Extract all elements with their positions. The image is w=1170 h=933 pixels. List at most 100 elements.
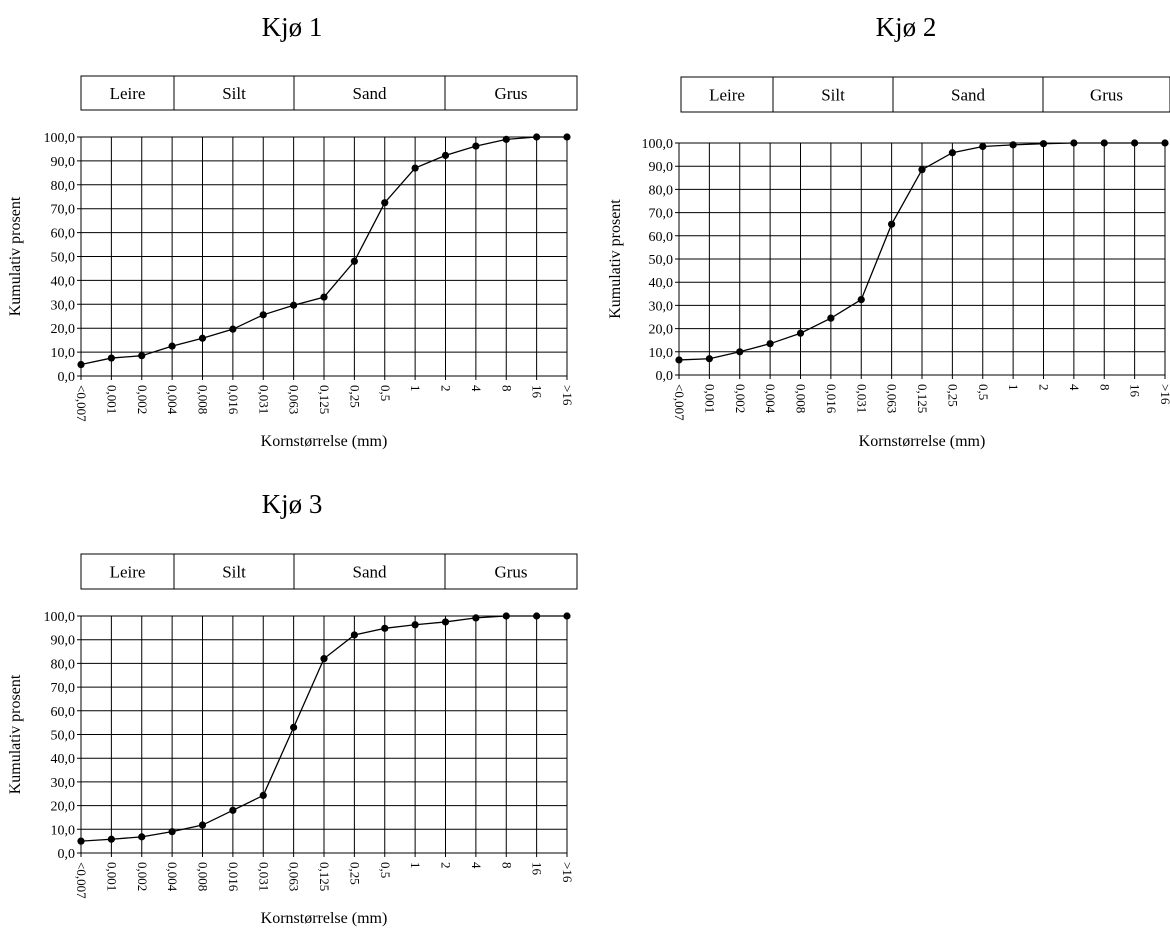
grain-class-label: Sand	[353, 563, 388, 582]
y-tick-label: 100,0	[44, 131, 76, 146]
x-tick-label: >16	[1158, 384, 1170, 405]
y-tick-label: 30,0	[649, 299, 674, 314]
y-tick-label: 100,0	[642, 137, 674, 152]
x-tick-label: 16	[530, 862, 545, 876]
x-tick-label: 0,008	[794, 384, 809, 413]
data-point	[77, 837, 85, 845]
data-point	[168, 828, 176, 836]
x-tick-label: 0,125	[915, 384, 930, 413]
data-point	[1100, 139, 1108, 147]
x-tick-label: 0,016	[226, 862, 241, 892]
data-point	[138, 833, 146, 841]
data-point	[350, 257, 358, 265]
x-tick-label: 0,25	[347, 385, 362, 408]
y-tick-label: 50,0	[649, 253, 674, 268]
x-tick-label: 0,25	[347, 862, 362, 885]
y-tick-label: 70,0	[51, 681, 76, 696]
grain-class-label: Grus	[494, 84, 527, 103]
data-point	[563, 612, 571, 620]
data-point	[320, 655, 328, 663]
x-tick-label: <0,007	[74, 862, 89, 899]
y-tick-label: 60,0	[51, 227, 76, 242]
x-tick-label: 0,063	[287, 862, 302, 891]
x-tick-label: 0,008	[196, 385, 211, 414]
x-tick-label: 0,008	[196, 862, 211, 891]
grain-class-label: Silt	[222, 563, 246, 582]
x-tick-label: 0,001	[702, 384, 717, 413]
grain-class-band-box	[680, 76, 1170, 113]
y-tick-label: 0,0	[656, 369, 674, 384]
x-tick-label: 0,25	[945, 384, 960, 407]
grain-class-label: Leire	[110, 563, 146, 582]
x-axis-label: Kornstørrelse (mm)	[261, 433, 388, 450]
y-tick-label: 0,0	[58, 847, 76, 862]
grain-class-label: Grus	[494, 563, 527, 582]
x-tick-label: 16	[1128, 384, 1143, 398]
data-point	[441, 151, 450, 160]
x-tick-label: 2	[1037, 384, 1052, 391]
data-point	[1131, 139, 1139, 147]
x-tick-label: 4	[1067, 384, 1082, 391]
x-tick-label: 0,125	[317, 862, 332, 891]
data-point	[77, 360, 85, 369]
y-tick-label: 70,0	[649, 207, 674, 222]
x-tick-label: 0,016	[226, 385, 241, 415]
data-point	[107, 835, 115, 843]
y-tick-label: 10,0	[649, 346, 674, 361]
data-point	[979, 142, 987, 151]
grain-class-label: Leire	[110, 84, 146, 103]
grain-class-label: Sand	[951, 86, 986, 105]
y-tick-label: 0,0	[58, 370, 76, 385]
y-tick-label: 80,0	[51, 657, 76, 672]
y-axis-label: Kumulativ prosent	[7, 674, 24, 794]
data-point	[796, 329, 805, 337]
grain-class-label: Leire	[709, 86, 745, 105]
data-point	[198, 821, 207, 829]
x-tick-label: >16	[560, 385, 575, 406]
x-tick-label: <0,007	[74, 385, 89, 422]
x-tick-label: 0,5	[976, 384, 991, 400]
data-point	[441, 618, 450, 626]
data-point	[381, 624, 389, 632]
y-axis-label: Kumulativ prosent	[7, 196, 24, 316]
data-point	[888, 220, 896, 228]
data-point	[472, 142, 480, 150]
data-point	[320, 293, 328, 301]
grain-class-label: Grus	[1090, 86, 1123, 105]
data-point	[1039, 140, 1048, 148]
x-tick-label: 0,002	[135, 862, 150, 891]
x-tick-label: >16	[560, 862, 575, 883]
data-point	[857, 296, 865, 304]
x-tick-label: 0,031	[256, 862, 271, 891]
data-point	[502, 135, 510, 143]
x-tick-label: 1	[408, 385, 423, 392]
x-tick-label: 4	[469, 385, 484, 392]
data-point	[533, 612, 541, 620]
grain-class-label: Silt	[821, 86, 845, 105]
y-tick-label: 50,0	[51, 251, 76, 266]
x-axis-label: Kornstørrelse (mm)	[261, 910, 388, 927]
y-axis-label: Kumulativ prosent	[607, 199, 624, 319]
data-point	[533, 133, 541, 141]
data-point	[675, 356, 683, 364]
data-point	[411, 164, 419, 172]
y-tick-label: 60,0	[649, 230, 674, 245]
y-tick-label: 100,0	[44, 610, 76, 625]
grain-class-label: Sand	[353, 84, 388, 103]
x-tick-label: 0,016	[824, 384, 839, 414]
grain-class-label: Silt	[222, 84, 246, 103]
y-tick-label: 50,0	[51, 729, 76, 744]
x-tick-label: 0,5	[378, 862, 393, 878]
chart-title: Kjø 1	[262, 12, 323, 42]
x-tick-label: 8	[499, 862, 514, 869]
data-point	[827, 314, 835, 322]
data-point	[948, 149, 956, 157]
data-point	[411, 621, 419, 629]
data-point	[766, 340, 774, 348]
x-tick-label: 8	[499, 385, 514, 392]
data-point	[138, 352, 146, 360]
x-tick-label: 0,5	[378, 385, 393, 401]
y-tick-label: 90,0	[51, 634, 76, 649]
x-tick-label: 0,125	[317, 385, 332, 414]
